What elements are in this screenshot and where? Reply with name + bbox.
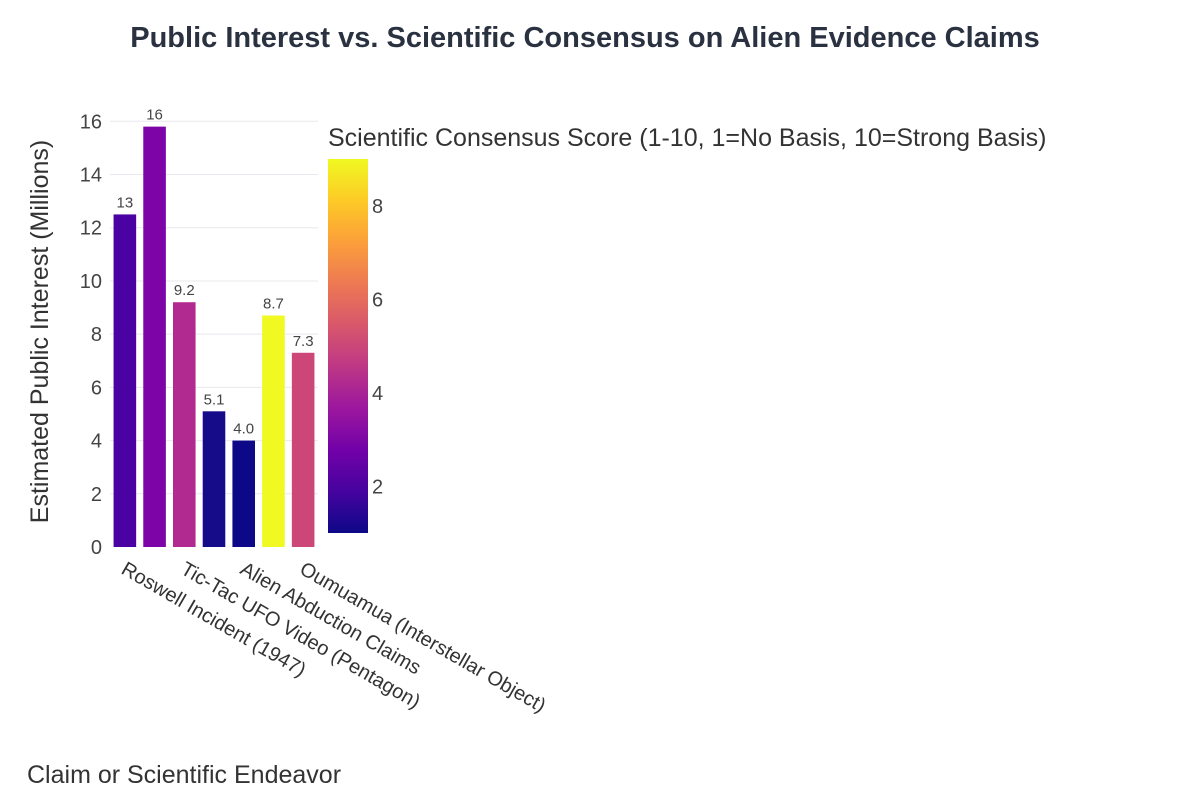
- colorbar-tick-label: 2: [372, 476, 383, 498]
- bar[interactable]: [113, 214, 137, 547]
- colorbar-bar: [328, 159, 368, 533]
- y-tick-label: 14: [80, 165, 102, 187]
- y-axis-ticks: 0 2 4 6 8 10 12 14 16: [80, 111, 102, 559]
- y-tick-label: 4: [91, 431, 102, 453]
- y-tick-label: 10: [80, 271, 102, 293]
- data-label: 13: [117, 194, 134, 211]
- data-label: 4.0: [233, 421, 254, 438]
- colorbar-tick-label: 8: [372, 196, 383, 218]
- y-tick-label: 2: [91, 484, 102, 506]
- data-label: 9.2: [174, 282, 195, 299]
- y-tick-label: 0: [91, 537, 102, 559]
- x-axis-title: Claim or Scientific Endeavor: [27, 761, 341, 789]
- data-label: 5.1: [204, 391, 225, 408]
- chart-title: Public Interest vs. Scientific Consensus…: [130, 22, 1040, 54]
- colorbar-tick-label: 4: [372, 383, 383, 405]
- y-tick-label: 16: [80, 111, 102, 133]
- bars: [113, 126, 315, 548]
- data-label: 7.3: [293, 333, 314, 350]
- bar[interactable]: [262, 315, 285, 547]
- colorbar: Scientific Consensus Score (1-10, 1=No B…: [328, 124, 1046, 533]
- colorbar-tick-label: 6: [372, 289, 383, 311]
- y-tick-label: 12: [80, 218, 102, 240]
- x-axis-categories: Roswell Incident (1947)Tic-Tac UFO Video…: [118, 558, 550, 717]
- data-label: 16: [146, 107, 163, 124]
- data-label: 8.7: [263, 296, 284, 313]
- bar[interactable]: [291, 352, 315, 547]
- x-category-label: Tic-Tac UFO Video (Pentagon): [177, 558, 424, 713]
- y-axis-title: Estimated Public Interest (Millions): [26, 140, 54, 523]
- bar[interactable]: [202, 411, 226, 547]
- data-labels: 13 16 9.2 5.1 4.0 8.7 7.3: [117, 107, 314, 438]
- y-tick-label: 8: [91, 324, 102, 346]
- colorbar-title: Scientific Consensus Score (1-10, 1=No B…: [328, 124, 1046, 152]
- bar[interactable]: [232, 440, 256, 547]
- bar[interactable]: [172, 302, 196, 547]
- bar[interactable]: [143, 126, 166, 548]
- y-tick-label: 6: [91, 377, 102, 399]
